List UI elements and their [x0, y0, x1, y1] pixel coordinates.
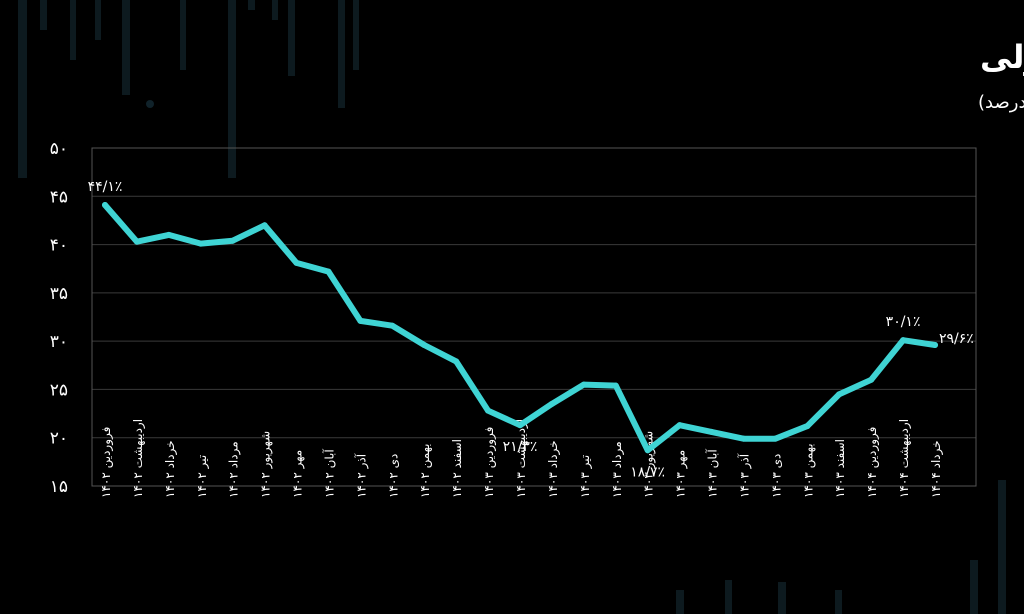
background-decoration: [18, 0, 1006, 614]
y-tick-label: ۵۰: [50, 139, 68, 159]
x-tick-label: اردیبهشت ۱۴۰۴: [897, 419, 912, 498]
x-tick-label: آذر ۱۴۰۳: [736, 453, 752, 498]
y-tick-label: ۳۰: [50, 332, 68, 352]
data-point: [580, 381, 587, 388]
gridlines: [92, 147, 976, 487]
y-tick-label: ۲۰: [50, 429, 68, 449]
x-tick-label: مرداد ۱۴۰۳: [610, 441, 625, 498]
data-series: [102, 202, 938, 454]
data-point: [836, 391, 843, 398]
data-point: [421, 342, 428, 349]
x-tick-label: آذر ۱۴۰۲: [353, 453, 369, 498]
data-point: [293, 259, 300, 266]
data-point: [517, 422, 523, 429]
data-label: ۳۰/۱٪: [886, 314, 921, 330]
y-tick-label: ۳۵: [50, 284, 68, 304]
data-label: ۲۹/۶٪: [939, 331, 974, 347]
chart-title: رشد پایه‌پولی: [980, 38, 1024, 76]
data-point: [868, 376, 875, 383]
data-point: [325, 268, 332, 275]
x-tick-label: آبان ۱۴۰۳: [705, 449, 720, 498]
x-tick-label: خرداد ۱۴۰۴: [929, 440, 944, 498]
plot-frame: [91, 147, 977, 487]
y-tick-label: ۲۵: [50, 380, 68, 400]
data-point: [485, 407, 492, 414]
x-tick-label: بهمن ۱۴۰۲: [418, 443, 433, 498]
data-labels: ۴۴/۱٪ ۲۱/۳٪ ۱۸/۷٪ ۳۰/۱٪ ۲۹/۶٪: [88, 179, 974, 480]
data-point: [165, 231, 172, 238]
data-points: [102, 201, 938, 454]
x-tick-label: تیر ۱۴۰۳: [578, 455, 593, 498]
data-point: [453, 358, 460, 365]
y-tick-label: ۴۵: [50, 187, 68, 207]
x-tick-label: بهمن ۱۴۰۳: [801, 443, 816, 498]
data-point: [229, 237, 236, 244]
x-tick-label: خرداد ۱۴۰۳: [546, 440, 561, 498]
data-point: [708, 428, 715, 435]
data-point: [133, 238, 140, 245]
data-label: ۲۱/۳٪: [503, 439, 538, 455]
x-tick-label: آبان ۱۴۰۲: [321, 449, 336, 498]
x-tick-label: اردیبهشت ۱۴۰۲: [131, 419, 146, 498]
data-point: [644, 447, 651, 454]
data-label: ۱۸/۷٪: [630, 464, 665, 480]
x-tick-label: اسفند ۱۴۰۲: [450, 439, 464, 498]
data-point: [772, 435, 779, 442]
data-label: ۴۴/۱٪: [88, 179, 123, 195]
y-tick-label: ۴۰: [50, 236, 68, 256]
x-tick-label: مهر ۱۴۰۲: [291, 450, 306, 498]
y-tick-label: ۱۵: [50, 477, 68, 497]
x-tick-label: دی ۱۴۰۲: [386, 454, 400, 498]
data-point: [740, 435, 747, 442]
x-tick-label: مهر ۱۴۰۳: [674, 450, 689, 498]
series-line: [102, 202, 938, 454]
x-tick-label: تیر ۱۴۰۲: [195, 455, 210, 498]
chart-subtitle: (واحد: درصد): [978, 92, 1024, 113]
data-point: [548, 400, 555, 407]
x-tick-label: مرداد ۱۴۰۲: [227, 441, 242, 498]
x-tick-label: اردیبهشت ۱۴۰۳: [514, 419, 529, 498]
data-point: [932, 342, 938, 349]
x-tick-label: خرداد ۱۴۰۲: [163, 440, 178, 498]
x-axis: فروردین ۱۴۰۲ اردیبهشت ۱۴۰۲ خرداد ۱۴۰۲ تیر ۱…: [99, 419, 944, 498]
y-axis: ۱۵ ۲۰ ۲۵ ۳۰ ۳۵ ۴۰ ۴۵ ۵۰: [50, 139, 68, 497]
x-tick-label: دی ۱۴۰۳: [769, 454, 783, 498]
data-point: [804, 423, 811, 430]
x-tick-label: فروردین ۱۴۰۴: [865, 427, 880, 498]
x-tick-label: فروردین ۱۴۰۲: [99, 427, 114, 498]
data-point: [261, 222, 268, 229]
data-point: [900, 337, 907, 344]
x-tick-label: اسفند ۱۴۰۳: [833, 439, 847, 498]
data-point: [676, 422, 683, 429]
data-point: [102, 201, 108, 208]
data-point: [612, 382, 619, 389]
x-tick-label: شهریور ۱۴۰۲: [259, 431, 274, 498]
data-point: [389, 322, 396, 329]
data-point: [197, 240, 204, 247]
data-point: [357, 317, 364, 324]
x-tick-label: فروردین ۱۴۰۳: [482, 427, 497, 498]
